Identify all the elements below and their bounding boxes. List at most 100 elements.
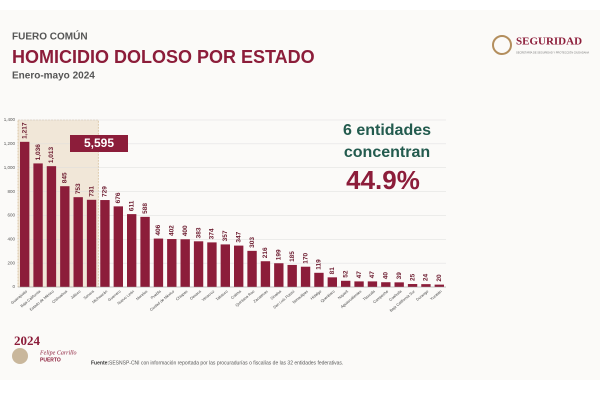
value-label: 347 xyxy=(235,231,242,242)
x-tick-label: Yucatán xyxy=(430,289,443,301)
footer-logo-portrait xyxy=(12,348,28,364)
bar xyxy=(193,241,204,287)
x-tick-label: Colima xyxy=(230,289,242,300)
y-tick-label: 200 xyxy=(7,260,15,265)
value-label: 1,036 xyxy=(35,144,42,161)
bar xyxy=(220,244,230,287)
x-tick-label: Sonora xyxy=(83,289,96,301)
bar xyxy=(421,284,431,287)
bar xyxy=(327,277,337,287)
value-label: 588 xyxy=(142,203,149,214)
bar xyxy=(140,216,150,287)
bar xyxy=(354,281,364,287)
bar xyxy=(33,163,43,287)
value-label: 731 xyxy=(88,186,95,197)
value-label: 52 xyxy=(342,270,349,278)
bar xyxy=(367,281,378,287)
value-label: 40 xyxy=(383,272,390,280)
bar xyxy=(381,282,391,287)
bar xyxy=(180,239,190,287)
value-label: 303 xyxy=(249,237,256,248)
value-label: 20 xyxy=(436,274,443,282)
y-tick-label: 800 xyxy=(7,189,15,194)
annotation-percent: 44.9% xyxy=(346,165,420,195)
bar xyxy=(234,245,244,287)
bar xyxy=(341,280,351,287)
bar xyxy=(314,272,324,287)
value-label: 216 xyxy=(262,247,269,258)
value-label: 185 xyxy=(289,251,296,262)
y-tick-label: 1,400 xyxy=(4,117,16,122)
footer-logo-name: Felipe Carrillo xyxy=(39,350,77,356)
bar xyxy=(434,284,444,287)
bar xyxy=(167,239,177,287)
x-tick-label: Morelos xyxy=(135,289,148,301)
value-label: 47 xyxy=(369,271,376,279)
slide-background xyxy=(0,10,600,380)
value-label: 676 xyxy=(115,192,122,203)
bar xyxy=(100,200,110,287)
y-tick-label: 1,000 xyxy=(4,165,16,170)
value-label: 845 xyxy=(62,172,69,183)
x-tick-label: Jalisco xyxy=(70,289,81,300)
x-tick-label: Sinaloa xyxy=(270,289,283,301)
bar xyxy=(407,284,418,287)
bar xyxy=(60,186,70,287)
y-tick-label: 400 xyxy=(7,236,15,241)
bar xyxy=(247,250,257,287)
bar xyxy=(394,282,404,287)
bar xyxy=(274,263,284,287)
x-tick-label: Hidalgo xyxy=(310,289,322,300)
bar xyxy=(73,197,83,287)
value-label: 39 xyxy=(396,272,403,280)
bar xyxy=(127,214,137,287)
annotation-line: 6 entidades xyxy=(343,122,431,139)
bar xyxy=(20,141,30,287)
bar xyxy=(86,199,97,287)
value-label: 729 xyxy=(102,186,109,197)
value-label: 199 xyxy=(276,249,283,260)
highlight-badge xyxy=(70,135,128,152)
highlight-total: 5,595 xyxy=(84,136,114,150)
value-label: 383 xyxy=(195,227,202,238)
value-label: 119 xyxy=(316,259,323,270)
y-tick-label: 0 xyxy=(12,284,15,289)
value-label: 24 xyxy=(423,274,430,282)
value-label: 47 xyxy=(356,271,363,279)
x-tick-label: Puebla xyxy=(150,289,162,300)
annotation-line: concentran xyxy=(344,144,430,161)
logo-caption: SECRETARÍA DE SEGURIDAD Y PROTECCIÓN CIU… xyxy=(516,50,589,55)
value-label: 1,013 xyxy=(48,147,55,164)
y-tick-label: 600 xyxy=(7,213,15,218)
bar xyxy=(300,266,311,287)
footer-logo-place: PUERTO xyxy=(40,357,61,363)
value-label: 170 xyxy=(302,252,309,263)
value-label: 25 xyxy=(409,273,416,281)
subtitle: Enero-mayo 2024 xyxy=(12,71,95,82)
value-label: 81 xyxy=(329,267,336,275)
logo-emblem xyxy=(492,35,512,55)
value-label: 406 xyxy=(155,224,162,235)
value-label: 1,217 xyxy=(21,122,28,139)
logo-text: SEGURIDAD xyxy=(516,36,582,48)
value-label: 402 xyxy=(169,225,176,236)
bar xyxy=(287,264,297,287)
footer-logo-year: 2024 xyxy=(14,333,41,348)
value-label: 374 xyxy=(209,228,216,239)
y-tick-label: 1,200 xyxy=(4,141,16,146)
value-label: 753 xyxy=(75,183,82,194)
value-label: 357 xyxy=(222,230,229,241)
source-text: SESNSP-CNI con información reportada por… xyxy=(109,360,343,366)
kicker: FUERO COMÚN xyxy=(12,30,88,43)
bar xyxy=(46,166,57,287)
chart-title: HOMICIDIO DOLOSO POR ESTADO xyxy=(12,47,315,67)
bar xyxy=(153,238,164,287)
bar xyxy=(207,242,217,287)
bar xyxy=(260,261,271,287)
x-tick-label: Nayarit xyxy=(337,289,350,300)
bar xyxy=(113,206,123,287)
value-label: 400 xyxy=(182,225,189,236)
value-label: 611 xyxy=(128,200,135,211)
source-label: Fuente: xyxy=(91,360,109,366)
